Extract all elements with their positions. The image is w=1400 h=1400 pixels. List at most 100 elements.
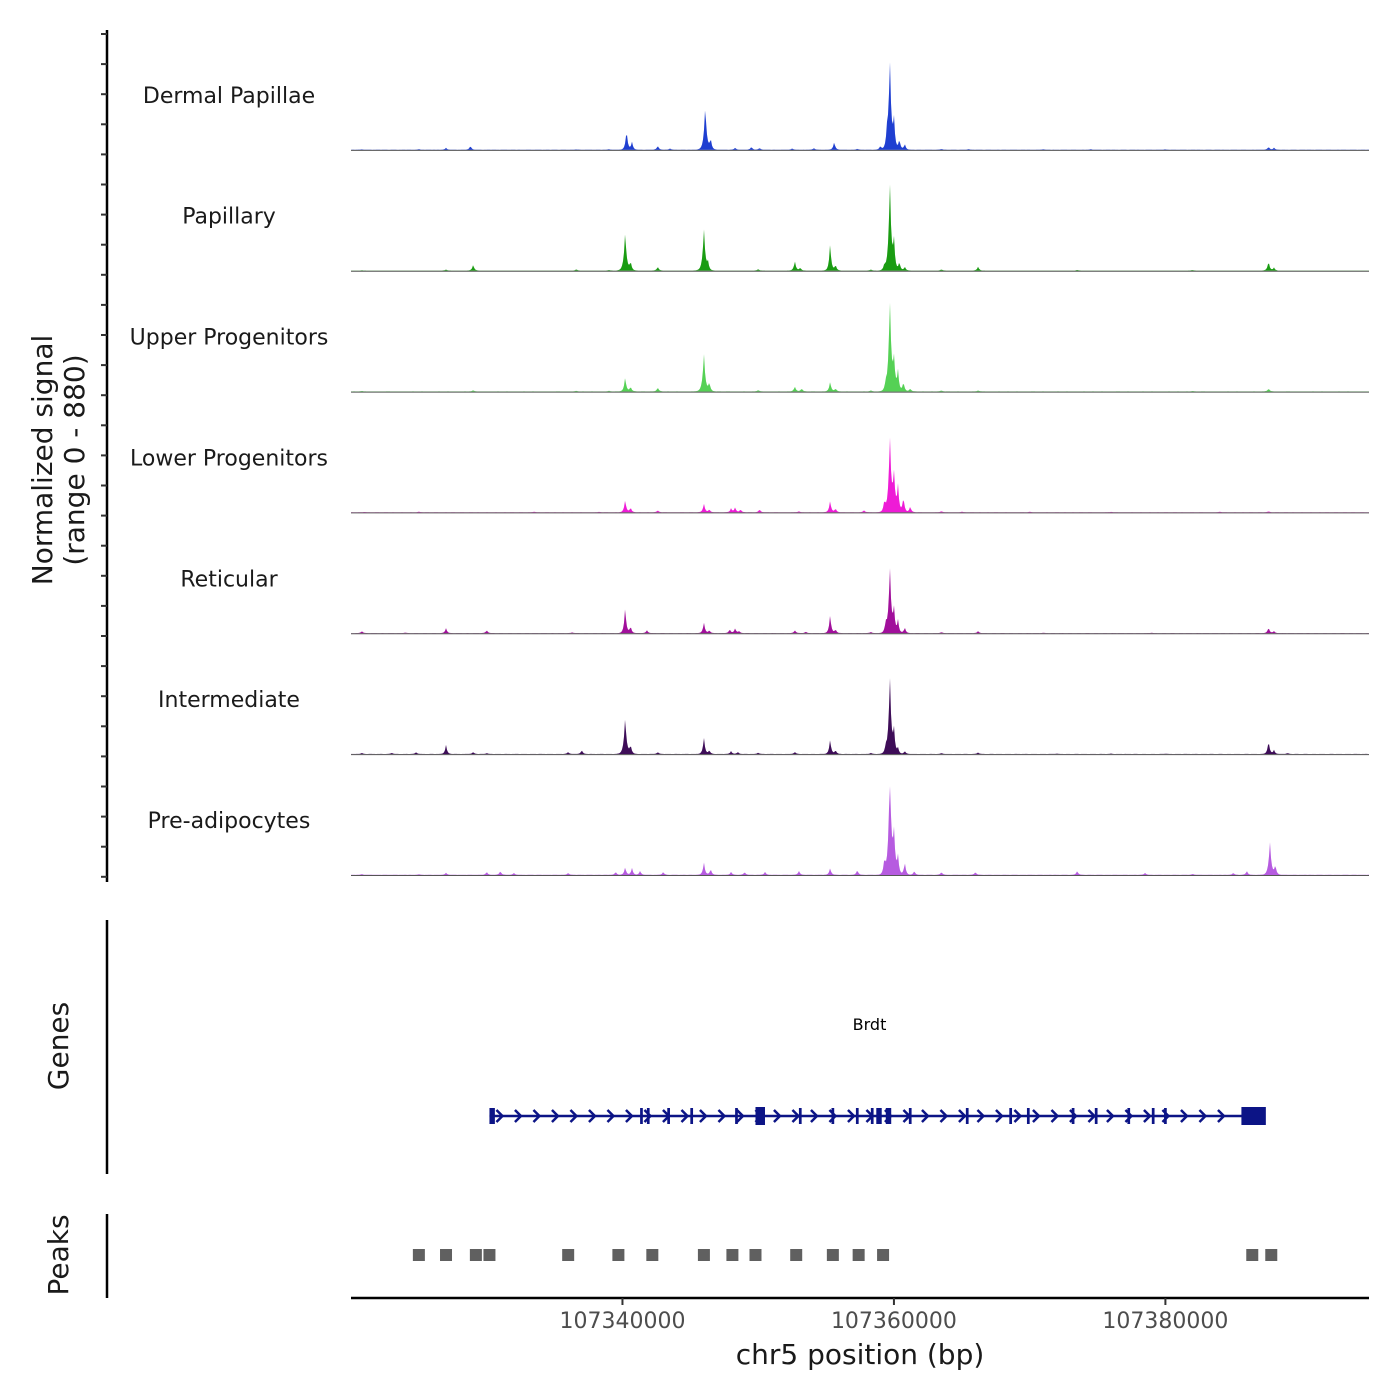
peak-region bbox=[1246, 1249, 1259, 1261]
track-dermal-papillae: Dermal Papillae bbox=[143, 62, 1369, 151]
strand-arrow bbox=[569, 1109, 579, 1123]
track-intermediate: Intermediate bbox=[158, 678, 1369, 756]
track-label: Lower Progenitors bbox=[130, 446, 328, 471]
gene-exon bbox=[876, 1108, 882, 1124]
strand-arrow bbox=[1106, 1109, 1115, 1123]
peak-region bbox=[612, 1249, 625, 1261]
signal-area bbox=[351, 568, 1369, 634]
gene-exon bbox=[1009, 1108, 1013, 1124]
x-axis: 107340000 107360000 107380000 chr5 positio… bbox=[351, 1296, 1369, 1371]
gene-exon bbox=[885, 1108, 892, 1124]
strand-arrow bbox=[921, 1109, 930, 1123]
peak-region bbox=[790, 1249, 803, 1261]
signal-area bbox=[351, 437, 1369, 513]
gene-exon bbox=[640, 1108, 643, 1124]
peak-region bbox=[483, 1249, 496, 1261]
signal-area bbox=[351, 62, 1369, 150]
track-papillary: Papillary bbox=[182, 184, 1369, 272]
strand-arrow bbox=[717, 1109, 727, 1123]
x-ticks: 107340000 107360000 107380000 bbox=[559, 1298, 1228, 1334]
peak-region bbox=[697, 1249, 710, 1261]
signal-area bbox=[351, 678, 1369, 755]
gene-exon bbox=[1026, 1108, 1030, 1124]
strand-arrow bbox=[495, 1109, 505, 1123]
gene-label: Brdt bbox=[853, 1015, 887, 1034]
gene-exon bbox=[1151, 1108, 1155, 1124]
strand-arrow bbox=[551, 1109, 560, 1123]
peaks-panel: Peaks bbox=[42, 1214, 1278, 1298]
peak-region bbox=[826, 1249, 839, 1261]
strand-arrow bbox=[588, 1109, 597, 1123]
strand-arrow bbox=[514, 1109, 523, 1123]
x-axis-title: chr5 position (bp) bbox=[736, 1338, 985, 1371]
genes-title: Genes bbox=[42, 1002, 75, 1090]
peak-region bbox=[1265, 1249, 1278, 1261]
gene-exon bbox=[855, 1108, 859, 1124]
gene-exon bbox=[1127, 1108, 1131, 1124]
coverage-y-title-line1: Normalized signal bbox=[26, 335, 59, 586]
signal-area bbox=[351, 184, 1369, 271]
gene-exon bbox=[965, 1108, 969, 1124]
gene-exon bbox=[1164, 1108, 1167, 1124]
coverage-panel: Normalized signal (range 0 - 880) Dermal… bbox=[26, 30, 1369, 882]
gene-brdt: Brdt bbox=[489, 1015, 1266, 1125]
gene-models: Brdt bbox=[489, 1015, 1266, 1125]
strand-arrow bbox=[1087, 1109, 1097, 1123]
gene-exon bbox=[690, 1108, 694, 1124]
track-label: Upper Progenitors bbox=[130, 326, 329, 351]
peak-region bbox=[726, 1249, 739, 1261]
gene-exon bbox=[831, 1108, 835, 1124]
peak-region bbox=[646, 1249, 659, 1261]
track-label: Pre-adipocytes bbox=[148, 809, 311, 834]
strand-arrow bbox=[847, 1109, 856, 1123]
strand-arrow bbox=[606, 1109, 616, 1123]
track-label: Reticular bbox=[180, 567, 278, 592]
strand-arrow bbox=[1032, 1109, 1041, 1123]
peak-region bbox=[440, 1249, 453, 1261]
track-lower-progenitors: Lower Progenitors bbox=[130, 437, 1369, 514]
track-label: Papillary bbox=[182, 205, 276, 230]
peaks-title: Peaks bbox=[42, 1214, 75, 1295]
strand-arrow bbox=[699, 1109, 708, 1123]
gene-exon bbox=[908, 1108, 912, 1124]
gene-exon bbox=[798, 1108, 802, 1124]
strand-arrow bbox=[1198, 1109, 1208, 1123]
peak-region bbox=[469, 1249, 482, 1261]
strand-arrow bbox=[680, 1109, 690, 1123]
strand-arrow bbox=[1050, 1109, 1060, 1123]
signal-area bbox=[351, 302, 1369, 392]
strand-arrow bbox=[643, 1109, 653, 1123]
coverage-y-ticks bbox=[101, 33, 107, 878]
strand-arrow bbox=[625, 1109, 634, 1123]
peak-region bbox=[562, 1249, 575, 1261]
gene-exon bbox=[1071, 1108, 1075, 1124]
strand-arrow bbox=[995, 1109, 1004, 1123]
genes-panel: Genes Brdt bbox=[42, 920, 1266, 1174]
x-tick-label: 107340000 bbox=[559, 1309, 685, 1334]
gene-exon bbox=[667, 1108, 670, 1124]
strand-arrow bbox=[1180, 1109, 1189, 1123]
gene-exon bbox=[870, 1108, 874, 1124]
track-upper-progenitors: Upper Progenitors bbox=[130, 302, 1369, 393]
strand-arrow bbox=[976, 1109, 986, 1123]
peak-region bbox=[412, 1249, 425, 1261]
strand-arrow bbox=[1217, 1109, 1226, 1123]
strand-arrow bbox=[958, 1109, 967, 1123]
coverage-tracks: Dermal Papillae Papillary Upper Progenitor… bbox=[130, 62, 1369, 876]
x-tick-label: 107360000 bbox=[831, 1309, 957, 1334]
gene-exon bbox=[755, 1107, 765, 1125]
strand-arrow bbox=[532, 1109, 542, 1123]
gene-exon bbox=[1241, 1107, 1266, 1125]
track-label: Dermal Papillae bbox=[143, 84, 315, 109]
gene-exon bbox=[646, 1108, 650, 1124]
strand-arrow bbox=[1143, 1109, 1152, 1123]
strand-arrow bbox=[1013, 1109, 1023, 1123]
coverage-y-title-line2: (range 0 - 880) bbox=[58, 354, 91, 565]
strand-arrow bbox=[828, 1109, 838, 1123]
track-label: Intermediate bbox=[158, 688, 300, 713]
gene-exon bbox=[735, 1108, 738, 1124]
gene-exon bbox=[489, 1108, 495, 1124]
track-pre-adipocytes: Pre-adipocytes bbox=[148, 786, 1369, 876]
signal-area bbox=[351, 786, 1369, 875]
